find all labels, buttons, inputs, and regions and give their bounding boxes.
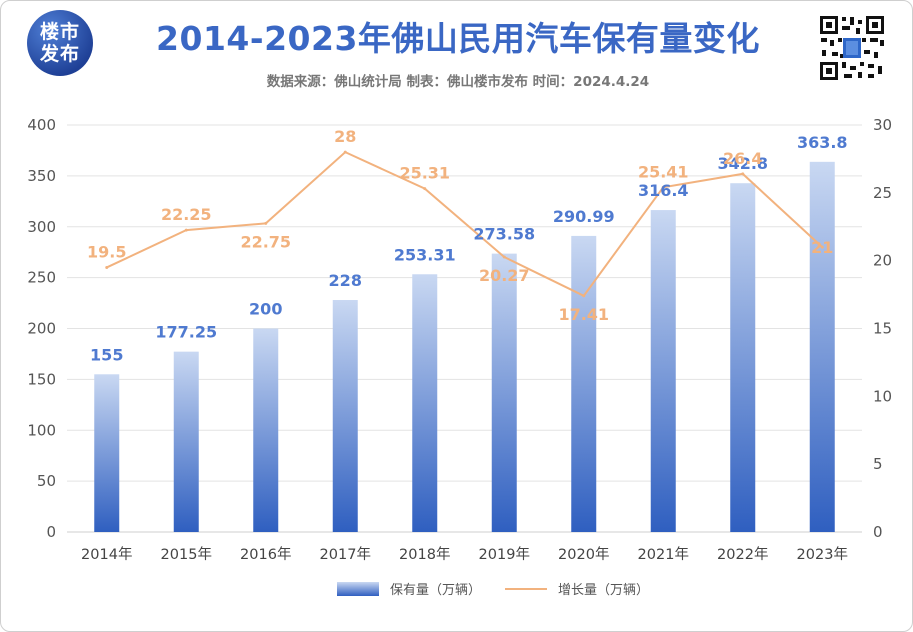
brand-logo: 楼市 发布 xyxy=(27,10,93,76)
legend: 保有量（万辆） 增长量（万辆） xyxy=(337,582,649,598)
x-tick-label: 2020年 xyxy=(558,546,609,563)
line-point xyxy=(264,221,268,225)
x-tick-label: 2021年 xyxy=(638,546,689,563)
grid-lines xyxy=(67,124,862,533)
left-tick-label: 350 xyxy=(27,167,56,185)
chart-subtitle: 数据来源：佛山统计局 制表：佛山楼市发布 时间：2024.4.24 xyxy=(266,74,650,90)
bar xyxy=(730,183,756,533)
logo-text-line1: 楼市 xyxy=(39,21,80,43)
line-data-label: 22.75 xyxy=(240,232,291,251)
line-point xyxy=(741,172,745,176)
line-point xyxy=(184,228,188,232)
right-tick-label: 25 xyxy=(873,184,892,202)
right-tick-label: 10 xyxy=(873,387,892,405)
legend-bar-label: 保有量（万辆） xyxy=(390,583,481,598)
line-data-label: 22.25 xyxy=(161,205,212,224)
x-tick-label: 2023年 xyxy=(797,546,848,563)
left-tick-label: 200 xyxy=(27,320,56,338)
right-axis: 0 5 10 15 20 25 30 xyxy=(873,116,892,541)
bar-data-label: 290.99 xyxy=(553,207,615,226)
line-point xyxy=(105,265,109,269)
left-axis: 0 50 100 150 200 250 300 350 400 xyxy=(27,116,56,541)
bar xyxy=(491,253,517,532)
left-tick-label: 0 xyxy=(46,523,56,541)
left-tick-label: 300 xyxy=(27,218,56,236)
left-tick-label: 400 xyxy=(27,116,56,134)
x-tick-label: 2016年 xyxy=(240,546,291,563)
line-point xyxy=(423,187,427,191)
x-tick-label: 2015年 xyxy=(161,546,212,563)
line-data-label: 19.5 xyxy=(87,242,126,261)
right-tick-label: 30 xyxy=(873,116,892,134)
right-tick-label: 20 xyxy=(873,252,892,270)
line-point xyxy=(343,150,347,154)
bar-data-label: 177.25 xyxy=(155,323,217,342)
bar xyxy=(332,300,358,532)
x-tick-label: 2019年 xyxy=(479,546,530,563)
bar xyxy=(94,374,120,532)
qr-code-icon xyxy=(818,14,886,82)
x-tick-label: 2022年 xyxy=(717,546,768,563)
line-data-label: 25.41 xyxy=(638,162,689,181)
bar xyxy=(650,210,676,533)
line-point xyxy=(661,185,665,189)
line-data-label: 20.27 xyxy=(479,266,530,285)
right-tick-label: 15 xyxy=(873,320,892,338)
bar xyxy=(173,351,199,532)
bar-data-label: 200 xyxy=(249,300,282,319)
line-point xyxy=(502,255,506,259)
right-tick-label: 5 xyxy=(873,455,883,473)
x-tick-label: 2014年 xyxy=(81,546,132,563)
line-point xyxy=(820,245,824,249)
chart-title: 2014-2023年佛山民用汽车保有量变化 xyxy=(156,19,760,58)
line-data-label: 21 xyxy=(811,238,833,257)
left-tick-label: 150 xyxy=(27,370,56,388)
left-tick-label: 100 xyxy=(27,421,56,439)
line-point xyxy=(582,294,586,298)
right-tick-label: 0 xyxy=(873,523,883,541)
logo-text-line2: 发布 xyxy=(39,43,80,65)
left-tick-label: 250 xyxy=(27,269,56,287)
bar-data-label: 155 xyxy=(90,345,123,364)
bar-data-labels: 155 177.25 200 228 253.31 273.58 290.99 316.4 34… xyxy=(90,133,848,364)
line-data-label: 26.4 xyxy=(723,149,762,168)
bar xyxy=(571,235,597,533)
legend-bar-swatch xyxy=(337,582,379,596)
growth-line xyxy=(106,150,823,298)
bar xyxy=(253,328,279,532)
line-data-label: 17.41 xyxy=(558,305,609,324)
legend-line-label: 增长量（万辆） xyxy=(558,583,649,598)
bar-data-label: 253.31 xyxy=(394,245,456,264)
bar-data-label: 363.8 xyxy=(797,133,848,152)
bar-data-label: 342.8 xyxy=(717,154,768,173)
bar-data-label: 316.4 xyxy=(638,181,689,200)
line-data-label: 25.31 xyxy=(399,164,450,183)
x-axis: 2014年 2015年 2016年 2017年 2018年 2019年 2020年 2021年… xyxy=(81,546,848,563)
bar-series xyxy=(94,161,835,533)
left-tick-label: 50 xyxy=(37,472,56,490)
x-tick-label: 2018年 xyxy=(399,546,450,563)
line-data-labels: 19.5 22.25 22.75 28 25.31 20.27 17.41 25.41 26.4… xyxy=(87,127,833,324)
bar xyxy=(809,161,835,532)
line-series xyxy=(105,150,824,298)
line-data-label: 28 xyxy=(334,127,356,146)
bar-data-label: 273.58 xyxy=(473,225,535,244)
x-tick-label: 2017年 xyxy=(320,546,371,563)
bar-data-label: 228 xyxy=(329,271,362,290)
bar xyxy=(412,274,438,532)
